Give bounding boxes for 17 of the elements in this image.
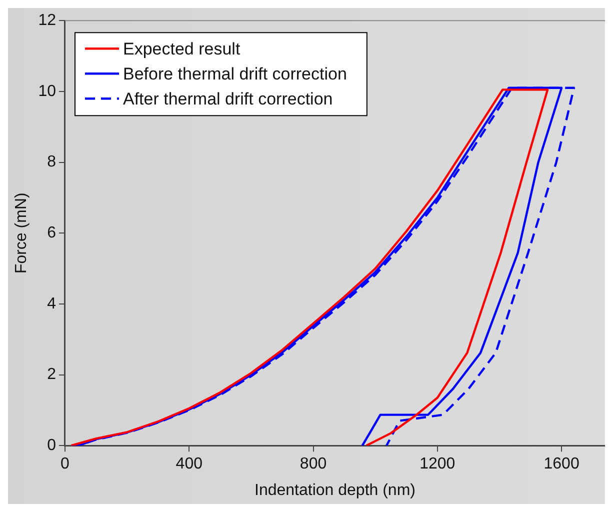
y-tick-label: 4 xyxy=(47,295,56,312)
y-tick-label: 2 xyxy=(47,366,56,384)
y-tick-label: 8 xyxy=(47,154,56,171)
y-tick-label: 10 xyxy=(38,82,56,100)
x-tick-label: 1200 xyxy=(420,456,456,473)
x-axis-title: Indentation depth (nm) xyxy=(254,482,416,499)
y-tick-label: 0 xyxy=(47,437,56,454)
y-axis-title: Force (mN) xyxy=(13,192,30,274)
legend-label: Expected result xyxy=(122,39,240,58)
x-tick-label: 0 xyxy=(60,456,70,473)
x-tick-label: 1600 xyxy=(544,456,580,473)
y-tick-label: 12 xyxy=(38,12,56,30)
x-tick-label: 800 xyxy=(300,456,327,473)
x-tick-label: 400 xyxy=(176,456,203,473)
legend-label: After thermal drift correction xyxy=(122,89,333,108)
legend-label: Before thermal drift correction xyxy=(122,64,347,84)
y-tick-label: 6 xyxy=(47,224,56,242)
